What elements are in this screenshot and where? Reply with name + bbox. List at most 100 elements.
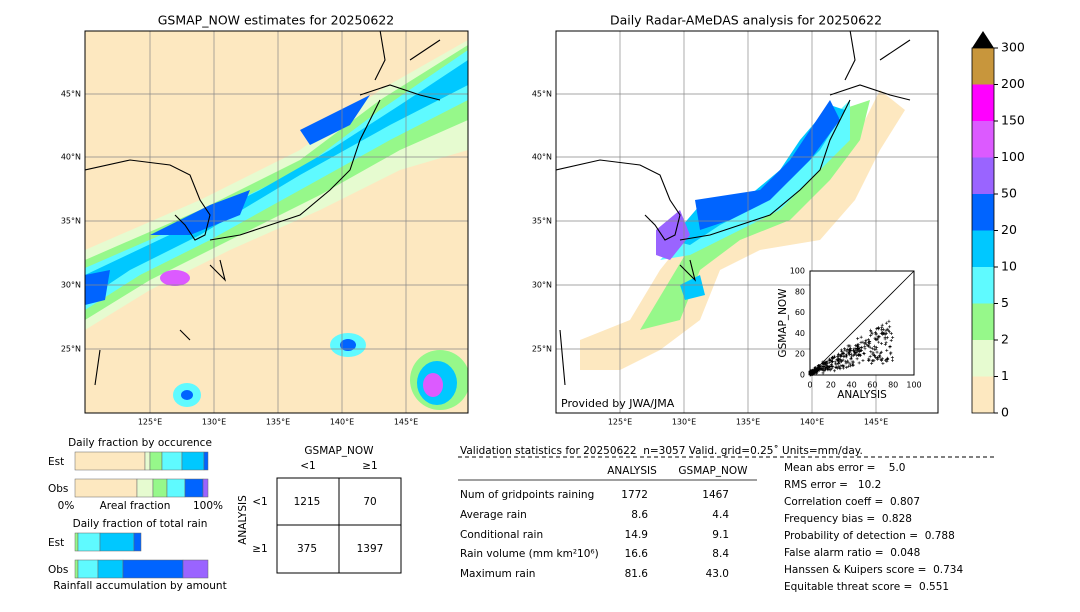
col-title: GSMAP_NOW: [304, 445, 374, 457]
stat-value: 81.6: [625, 568, 649, 580]
colorbar-swatch: [972, 157, 994, 194]
stat-label: Maximum rain: [460, 568, 535, 580]
colorbar-swatch: [972, 230, 994, 267]
stat-value: 43.0: [706, 568, 729, 580]
lat-label: 40°N: [532, 153, 552, 162]
colorbar-label: 5: [1001, 295, 1009, 310]
colorbar-swatch: [972, 121, 994, 158]
stat-value: 4.4: [712, 509, 729, 521]
score: Equitable threat score = 0.551: [784, 581, 949, 593]
stat-label: Average rain: [460, 509, 527, 521]
scatter-xtick: 40: [847, 381, 857, 390]
colorbar-swatch: [972, 303, 994, 340]
colorbar-label: 2: [1001, 332, 1009, 347]
colorbar-swatch: [972, 376, 994, 413]
occurrence-bars: [74, 451, 209, 498]
colorbar-label: 10: [1001, 259, 1017, 274]
stat-value: 16.6: [625, 548, 649, 560]
validation-header: Validation statistics for 20250622 n=305…: [460, 445, 863, 457]
colorbar-extend: [972, 31, 994, 48]
lon-label: 140°E: [800, 418, 824, 427]
scatter-xtick: 100: [906, 381, 921, 390]
scatter-xlabel: ANALYSIS: [837, 389, 887, 401]
lon-label: 140°E: [330, 418, 354, 427]
colorbar-label: 150: [1001, 113, 1025, 128]
lat-label: 25°N: [532, 345, 552, 354]
scatter-ytick: 20: [795, 350, 805, 359]
scatter-xtick: 20: [826, 381, 836, 390]
colorbar-swatch: [972, 267, 994, 304]
lon-label: 125°E: [138, 418, 162, 427]
panel-title: Daily fraction of total rain: [73, 518, 208, 530]
scatter-points: [808, 319, 895, 377]
row-label: Est: [48, 537, 64, 549]
lat-label: 30°N: [532, 281, 552, 290]
row-label: ≥1: [252, 543, 267, 555]
score: Probability of detection = 0.788: [784, 530, 955, 542]
colorbar-label: 20: [1001, 222, 1017, 237]
colorbar-label: 300: [1001, 40, 1025, 55]
scatter-ytick: 0: [800, 371, 805, 380]
map-title: GSMAP_NOW estimates for 20250622: [158, 13, 395, 28]
stat-value: 9.1: [712, 529, 729, 541]
axis-label: 100%: [193, 500, 223, 512]
score: Frequency bias = 0.828: [784, 513, 912, 525]
left-map: [85, 31, 468, 413]
lon-label: 135°E: [736, 418, 760, 427]
colorbar-label: 100: [1001, 149, 1025, 164]
map-frame: [555, 30, 939, 414]
col-label: ANALYSIS: [607, 465, 657, 477]
colorbar-label: 0: [1001, 405, 1009, 420]
scatter-xtick: 60: [867, 381, 877, 390]
scatter-ytick: 40: [795, 329, 805, 338]
lat-label: 30°N: [61, 281, 81, 290]
lon-label: 145°E: [394, 418, 418, 427]
lon-label: 130°E: [202, 418, 226, 427]
lon-label: 135°E: [266, 418, 290, 427]
stat-label: Conditional rain: [460, 529, 543, 541]
scatter-ytick: 60: [795, 308, 805, 317]
diagonal: [809, 270, 915, 376]
colorbar-label: 200: [1001, 76, 1025, 91]
colorbar-swatch: [972, 194, 994, 231]
stat-label: Rain volume (mm km²10⁶): [460, 548, 599, 560]
lon-label: 145°E: [864, 418, 888, 427]
map-title: Daily Radar-AMeDAS analysis for 20250622: [610, 13, 882, 28]
scatter-ytick: 80: [795, 287, 805, 296]
right-map: [556, 31, 938, 413]
stat-value: 8.6: [631, 509, 648, 521]
lat-label: 35°N: [61, 217, 81, 226]
scatter-ylabel: GSMAP_NOW: [777, 288, 789, 358]
scatter-xtick: 80: [888, 381, 898, 390]
colorbar-label: 1: [1001, 368, 1009, 383]
row-label: Est: [48, 456, 64, 468]
colorbar-swatch: [972, 84, 994, 121]
credit: Provided by JWA/JMA: [561, 397, 675, 410]
total-rain-bars: [74, 532, 209, 579]
row-label: Obs: [48, 483, 68, 495]
colorbar-swatch: [972, 340, 994, 377]
lon-label: 125°E: [608, 418, 632, 427]
stat-value: 8.4: [712, 548, 729, 560]
col-label: <1: [300, 460, 315, 472]
row-label: <1: [252, 496, 267, 508]
lat-label: 25°N: [61, 345, 81, 354]
cell: 1215: [294, 496, 321, 508]
colorbar-swatch: [972, 48, 994, 85]
colorbar-label: 50: [1001, 186, 1017, 201]
lat-label: 45°N: [61, 90, 81, 99]
cell: 375: [297, 543, 317, 555]
col-label: ≥1: [362, 460, 377, 472]
scatter-ytick: 100: [790, 267, 805, 276]
stat-label: Num of gridpoints raining: [460, 489, 594, 501]
stat-value: 14.9: [625, 529, 648, 541]
scatter-xtick: 0: [807, 381, 812, 390]
lat-label: 45°N: [532, 90, 552, 99]
score: Hanssen & Kuipers score = 0.734: [784, 564, 963, 576]
score: RMS error = 10.2: [784, 479, 881, 491]
score: Mean abs error = 5.0: [784, 462, 905, 474]
row-title: ANALYSIS: [237, 495, 249, 545]
score: Correlation coeff = 0.807: [784, 496, 920, 508]
lat-label: 40°N: [61, 153, 81, 162]
